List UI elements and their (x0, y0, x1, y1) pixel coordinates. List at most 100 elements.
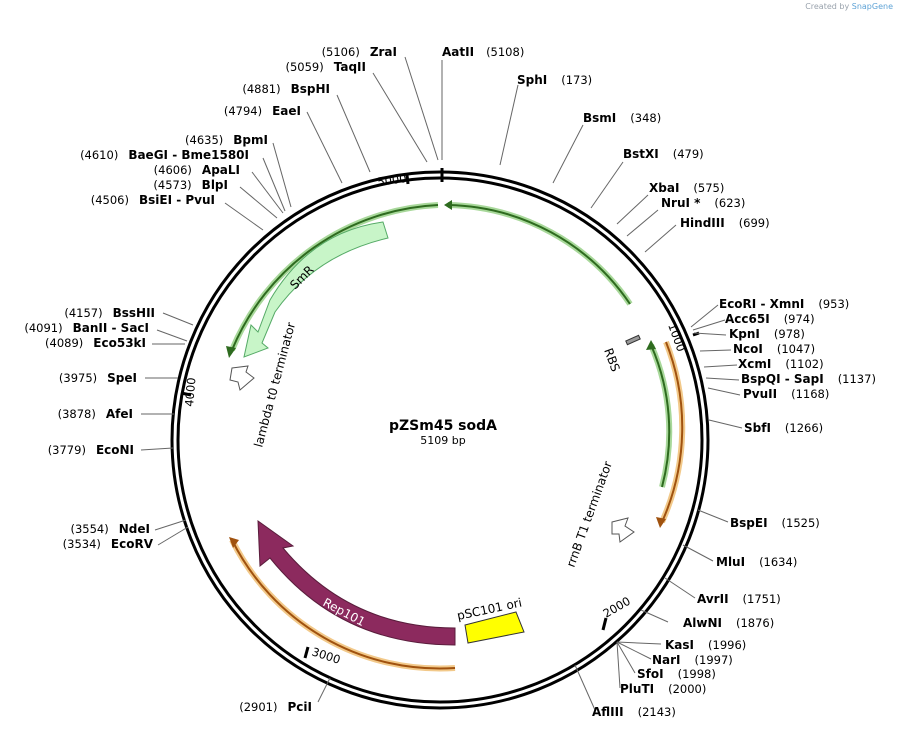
site-pcii[interactable]: (2901) PciI (239, 700, 312, 714)
green-feature-arc-top-line (447, 204, 631, 305)
leader-ecorv (157, 526, 189, 546)
site-bpmi[interactable]: (4635) BpmI (185, 133, 268, 147)
site-kpni[interactable]: KpnI (978) (729, 327, 805, 341)
leader-alwni (640, 609, 669, 623)
leader-bspqi (705, 377, 740, 381)
leader-baegi (262, 157, 286, 212)
backbone-outer-ring (170, 170, 710, 710)
tick-4000-mark (180, 391, 192, 397)
site-bstxi[interactable]: BstXI (479) (623, 147, 704, 161)
rbs-feature (625, 334, 641, 346)
tick-2000-mark (601, 617, 608, 631)
site-eco53ki[interactable]: (4089) Eco53kI (45, 336, 146, 350)
leader-blpi (239, 186, 278, 219)
leader-xcmi (703, 364, 738, 368)
leader-bsiei (224, 202, 264, 231)
site-eaei[interactable]: (4794) EaeI (224, 104, 301, 118)
leader-avrii (664, 577, 696, 599)
leader-nrui (626, 209, 659, 237)
site-aatii[interactable]: AatII (5108) (442, 45, 524, 59)
site-ecorv[interactable]: (3534) EcoRV (63, 537, 154, 551)
leader-ecori (690, 304, 719, 328)
site-afei[interactable]: (3878) AfeI (58, 407, 133, 421)
rrnb-terminator-icon (611, 517, 635, 543)
leader-bsphi (336, 94, 371, 173)
site-xcmi[interactable]: XcmI (1102) (738, 357, 824, 371)
plasmid-name: pZSm45 sodA (389, 418, 497, 434)
leader-ndei (154, 519, 187, 531)
site-alwni[interactable]: AlwNI (1876) (683, 616, 774, 630)
tick-5000-label: 5000 (376, 171, 407, 189)
leader-kpni (693, 332, 727, 336)
site-mlui[interactable]: MluI (1634) (716, 555, 797, 569)
site-apali[interactable]: (4606) ApaLI (154, 163, 240, 177)
snapgene-logo-text: SnapGene (851, 2, 893, 11)
tick-4000-label: 4000 (182, 377, 198, 407)
site-blpi[interactable]: (4573) BlpI (153, 178, 228, 192)
site-afliii[interactable]: AflIII (2143) (592, 705, 676, 719)
orange-feature-arc-left-line (231, 539, 456, 670)
leader-bsmi (552, 124, 584, 184)
site-nrui[interactable]: NruI * (623) (661, 196, 745, 210)
site-pvuii[interactable]: PvuII (1168) (743, 387, 829, 401)
site-hindiii[interactable]: HindIII (699) (680, 216, 770, 230)
leader-pcii (317, 677, 331, 703)
rbs-label: RBS (601, 346, 622, 373)
rep101-feature (257, 519, 456, 646)
leader-afliii (574, 664, 596, 711)
leader-taqii (372, 72, 428, 163)
rrnb-terminator-label: rrnB T1 terminator (564, 459, 615, 569)
leader-sfoi (616, 641, 636, 674)
leader-mlui (682, 544, 714, 562)
smr-feature (243, 221, 389, 358)
leader-pvuii (707, 387, 741, 396)
site-econi[interactable]: (3779) EcoNI (48, 443, 134, 457)
leader-banii (156, 329, 188, 342)
leader-nari (616, 641, 652, 660)
site-banii-saci[interactable]: (4091) BanII - SacI (24, 321, 149, 335)
leader-bstxi (590, 161, 624, 209)
leader-sbfi (708, 419, 743, 429)
site-sphi[interactable]: SphI (173) (517, 73, 592, 87)
green-arrowhead-top (444, 200, 452, 210)
site-acc65i[interactable]: Acc65I (974) (725, 312, 815, 326)
leader-bsshii (162, 312, 194, 326)
site-pluti[interactable]: PluTI (2000) (620, 682, 706, 696)
leader-zrai (404, 56, 439, 161)
site-sfoi[interactable]: SfoI (1998) (637, 667, 716, 681)
site-bsmi[interactable]: BsmI (348) (583, 111, 661, 125)
site-bsshii[interactable]: (4157) BssHII (64, 306, 155, 320)
site-spei[interactable]: (3975) SpeI (59, 371, 137, 385)
site-zrai[interactable]: (5106) ZraI (322, 45, 397, 59)
site-taqii[interactable]: (5059) TaqII (285, 60, 366, 74)
green-feature-arc-right-line (650, 344, 671, 488)
site-ecori-xmni[interactable]: EcoRI - XmnI (953) (719, 297, 849, 311)
tick-3000-mark (303, 646, 310, 659)
site-bspqi-sapi[interactable]: BspQI - SapI (1137) (741, 372, 876, 386)
green-feature-arc-top (447, 202, 633, 306)
leader-xbai (616, 194, 649, 225)
site-bspei[interactable]: BspEI (1525) (730, 516, 820, 530)
tick-5000-mark (405, 174, 410, 185)
leader-eaei (306, 111, 343, 184)
green-arrowhead-right (646, 340, 656, 350)
site-kasi[interactable]: KasI (1996) (665, 638, 746, 652)
credit-prefix: Created by (805, 2, 850, 11)
orange-arrowhead-left (229, 537, 239, 548)
site-bsiei-pvui[interactable]: (4506) BsiEI - PvuI (91, 193, 215, 207)
site-bsphi[interactable]: (4881) BspHI (242, 82, 330, 96)
plasmid-size: 5109 bp (420, 434, 465, 447)
site-ncoi[interactable]: NcoI (1047) (733, 342, 815, 356)
site-xbai[interactable]: XbaI (575) (649, 181, 724, 195)
site-ndei[interactable]: (3554) NdeI (71, 522, 151, 536)
site-avrii[interactable]: AvrII (1751) (697, 592, 781, 606)
site-nari[interactable]: NarI (1997) (652, 653, 733, 667)
site-baegi-bme1580i[interactable]: (4610) BaeGI - Bme1580I (80, 148, 249, 162)
leader-sphi (499, 84, 519, 166)
site-sbfi[interactable]: SbfI (1266) (744, 421, 823, 435)
orange-arrowhead-right (656, 517, 666, 528)
psc101-ori-feature (464, 611, 525, 644)
leader-kasi (616, 641, 662, 645)
leader-bspei (697, 509, 729, 523)
